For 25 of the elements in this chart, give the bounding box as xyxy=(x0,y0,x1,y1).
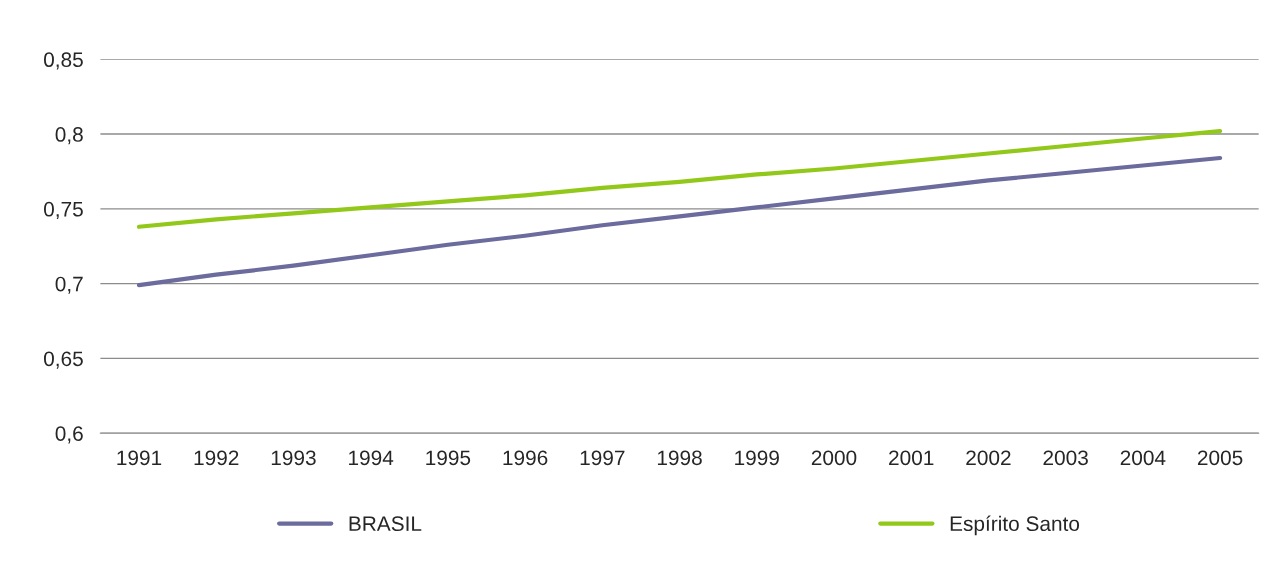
x-tick-label: 1999 xyxy=(735,450,779,466)
y-tick-label: 0,85 xyxy=(43,52,83,70)
x-tick-label: 1994 xyxy=(349,450,394,466)
y-tick-label: 0,8 xyxy=(55,127,83,145)
x-tick-label: 1991 xyxy=(117,450,162,466)
x-tick-label: 2001 xyxy=(889,450,934,466)
legend-label: Espírito Santo xyxy=(950,515,1080,536)
x-tick-label: 2004 xyxy=(1120,450,1166,466)
y-tick-label: 0,65 xyxy=(43,351,83,369)
x-tick-label: 2002 xyxy=(966,450,1011,466)
y-tick-label: 0,75 xyxy=(43,201,83,220)
x-tick-label: 2000 xyxy=(811,450,857,466)
x-tick-label: 1997 xyxy=(580,450,625,466)
x-tick-label: 1995 xyxy=(426,450,471,466)
y-tick-label: 0,7 xyxy=(55,276,83,294)
line-series xyxy=(136,155,1223,288)
line-series xyxy=(136,128,1223,229)
x-tick-label: 2003 xyxy=(1043,450,1088,466)
x-tick-label: 2005 xyxy=(1197,450,1243,466)
x-tick-label: 1998 xyxy=(657,450,702,466)
x-tick-label: 1996 xyxy=(503,450,548,466)
x-tick-label: 1992 xyxy=(194,450,239,466)
legend-label: BRASIL xyxy=(349,516,422,532)
y-tick-label: 0,6 xyxy=(55,426,83,444)
x-tick-label: 1993 xyxy=(271,450,316,466)
